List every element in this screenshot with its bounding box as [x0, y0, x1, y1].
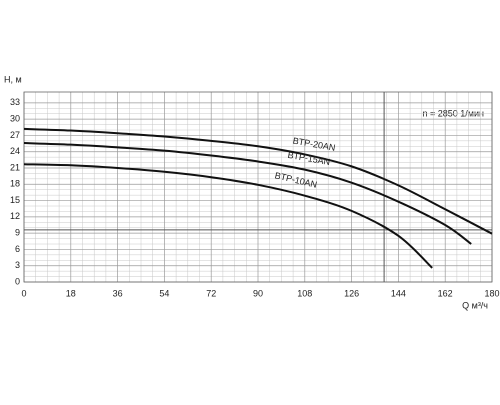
- y-tick-label: 21: [10, 162, 20, 172]
- y-tick-label: 9: [15, 228, 20, 238]
- legend-label: BTP-15AN: [287, 150, 331, 167]
- y-tick-label: 15: [10, 195, 20, 205]
- y-tick-label: 3: [15, 260, 20, 270]
- curve: [23, 163, 433, 269]
- y-tick-label: 12: [10, 211, 20, 221]
- y-tick-label: 0: [15, 276, 20, 286]
- x-tick-label: 54: [159, 288, 169, 298]
- x-tick-label: 18: [66, 288, 76, 298]
- curve: [23, 127, 493, 235]
- y-tick-label: 24: [10, 146, 20, 156]
- x-tick-label: 0: [21, 288, 26, 298]
- x-tick-label: 108: [297, 288, 312, 298]
- x-tick-label: 90: [253, 288, 263, 298]
- y-tick-label: 33: [10, 97, 20, 107]
- y-tick-label: 30: [10, 114, 20, 124]
- legend-label: BTP-20AN: [292, 136, 336, 153]
- x-tick-label: 72: [206, 288, 216, 298]
- curve: [23, 142, 472, 245]
- x-tick-label: 36: [113, 288, 123, 298]
- x-tick-label: 144: [391, 288, 406, 298]
- x-axis-label: Q м³/ч: [462, 300, 488, 310]
- x-tick-label: 180: [484, 288, 499, 298]
- x-tick-label: 162: [438, 288, 453, 298]
- y-tick-label: 18: [10, 179, 20, 189]
- x-tick-label: 126: [344, 288, 359, 298]
- annotation: n = 2850 1/мин: [423, 108, 485, 118]
- y-axis-label: H, м: [4, 74, 22, 84]
- plot-frame: [23, 91, 493, 283]
- y-tick-label: 6: [15, 244, 20, 254]
- y-tick-label: 27: [10, 130, 20, 140]
